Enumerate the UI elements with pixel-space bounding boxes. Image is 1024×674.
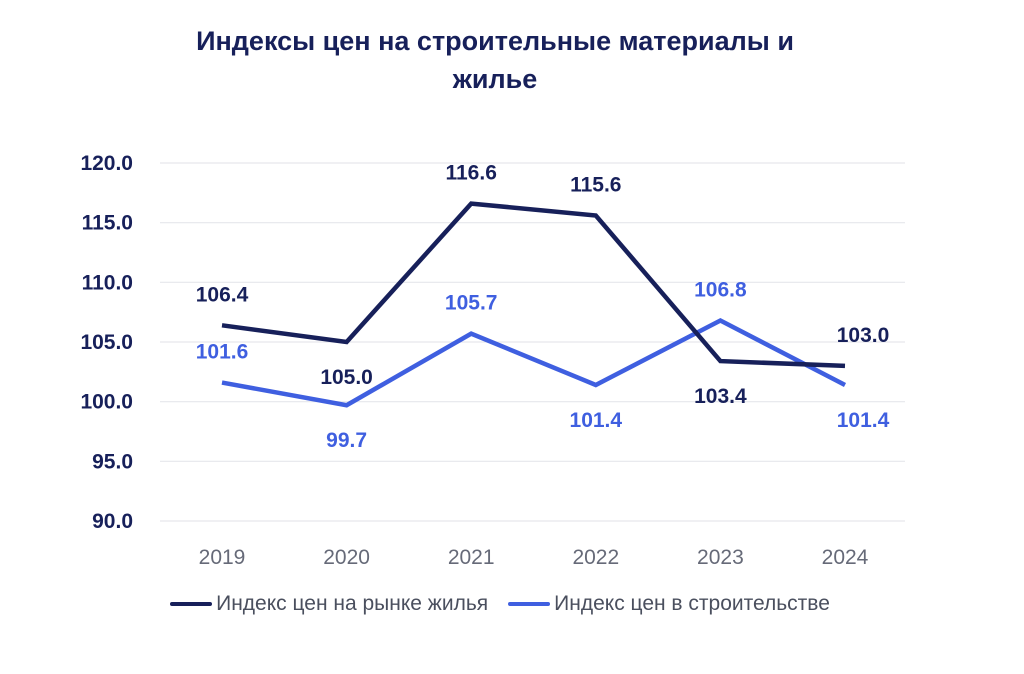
y-tick-label: 90.0 [92, 510, 133, 533]
data-label: 105.7 [445, 292, 498, 315]
chart-title-line-2: жилье [452, 64, 538, 94]
series-line-construction [221, 317, 847, 408]
data-label: 115.6 [570, 174, 621, 197]
gridlines [160, 162, 905, 522]
x-tick-label: 2023 [697, 546, 744, 569]
y-tick-label: 95.0 [92, 450, 133, 473]
chart-title-line-1: Индексы цен на строительные материалы и [196, 26, 794, 56]
series-line-housing [221, 201, 846, 369]
chart-title: Индексы цен на строительные материалы и … [0, 22, 990, 98]
data-label: 101.6 [196, 341, 249, 364]
legend: Индекс цен на рынке жилья Индекс цен в с… [0, 592, 1000, 616]
y-tick-label: 110.0 [82, 271, 133, 294]
legend-item-housing[interactable]: Индекс цен на рынке жилья [170, 592, 488, 616]
x-tick-label: 2021 [448, 546, 495, 569]
data-label: 99.7 [326, 429, 367, 452]
y-tick-label: 100.0 [80, 391, 133, 414]
legend-label-housing: Индекс цен на рынке жилья [216, 592, 489, 615]
legend-swatch-construction [508, 602, 551, 606]
x-tick-label: 2019 [199, 546, 246, 569]
data-label: 101.4 [570, 409, 623, 432]
data-label: 103.4 [694, 385, 747, 408]
y-axis-ticks: 90.0 95.0 100.0 105.0 110.0 115.0 120.0 [80, 152, 133, 533]
data-label: 105.0 [320, 366, 373, 389]
data-label: 116.6 [445, 162, 496, 185]
y-tick-label: 105.0 [80, 331, 133, 354]
data-label: 106.8 [694, 279, 747, 302]
series-lines [221, 201, 847, 408]
x-tick-label: 2022 [572, 546, 619, 569]
data-label: 106.4 [196, 283, 249, 306]
data-label: 101.4 [837, 409, 890, 432]
y-tick-label: 115.0 [82, 212, 133, 235]
data-labels: 106.4 105.0 116.6 115.6 103.4 103.0 101.6 99.7 1… [196, 162, 890, 453]
x-tick-label: 2020 [323, 546, 370, 569]
data-label: 103.0 [837, 324, 890, 347]
legend-item-construction[interactable]: Индекс цен в строительстве [508, 592, 830, 616]
legend-label-construction: Индекс цен в строительстве [554, 592, 830, 615]
x-axis-ticks: 2019 2020 2021 2022 2023 2024 [199, 546, 869, 569]
y-tick-label: 120.0 [80, 152, 133, 175]
legend-swatch-housing [170, 602, 213, 606]
x-tick-label: 2024 [822, 546, 869, 569]
